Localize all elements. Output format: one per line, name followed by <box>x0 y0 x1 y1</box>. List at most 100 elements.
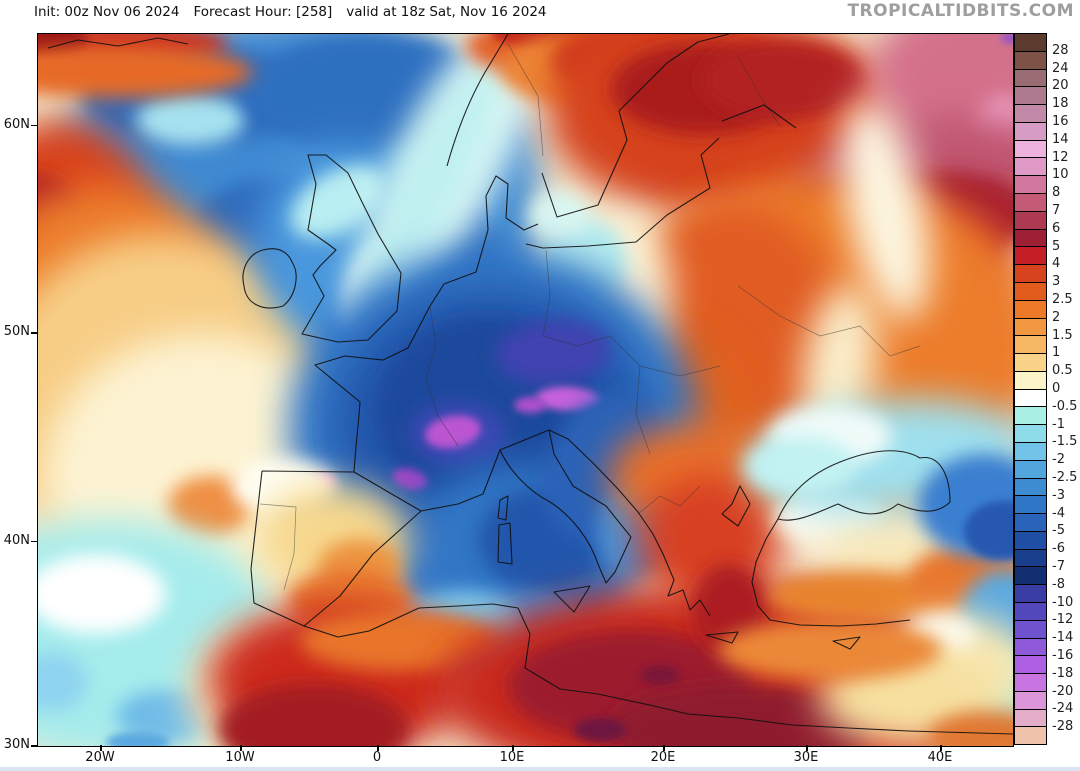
coastline <box>832 636 861 650</box>
colorbar-swatch <box>1015 530 1046 549</box>
coastline <box>303 603 1013 735</box>
lon-axis-label: 20E <box>650 750 676 765</box>
colorbar-tick-label: -7 <box>1052 559 1065 574</box>
colorbar-tick-label: 6 <box>1052 220 1061 236</box>
page-bottom-strip <box>0 767 1080 771</box>
lat-axis-tick <box>31 332 37 334</box>
colorbar-tick-label: 2 <box>1052 309 1061 325</box>
colorbar-swatch <box>1015 228 1046 247</box>
lon-axis-label: 10W <box>225 750 255 765</box>
colorbar-swatch <box>1015 708 1046 727</box>
anomaly-map-canvas <box>37 33 1014 747</box>
country-border <box>859 325 921 357</box>
lon-axis-tick <box>240 745 242 751</box>
colorbar-tick-label: 3 <box>1052 274 1061 290</box>
colorbar-swatch <box>1015 459 1046 478</box>
colorbar-swatch <box>1015 673 1046 691</box>
colorbar-tick-label: -1.5 <box>1052 434 1078 450</box>
colorbar-tick-label: -20 <box>1052 683 1074 699</box>
colorbar-swatch <box>1015 121 1046 140</box>
coastline <box>751 518 911 627</box>
lon-axis-tick <box>100 745 102 751</box>
coastline <box>705 631 739 644</box>
colorbar-swatch <box>1015 281 1046 300</box>
coastline <box>242 248 297 309</box>
colorbar-swatch <box>1015 406 1046 425</box>
colorbar-swatch <box>1015 86 1046 105</box>
colorbar-tick-label: -2.5 <box>1052 470 1078 485</box>
lon-axis-label: 30E <box>793 750 819 765</box>
coastline <box>250 470 422 627</box>
lon-axis-tick <box>940 745 942 751</box>
colorbar-swatch <box>1015 619 1046 638</box>
colorbar-swatch <box>1015 370 1046 389</box>
country-border <box>507 43 544 157</box>
colorbar-swatch <box>1015 50 1046 69</box>
lon-axis-tick <box>663 745 665 751</box>
colorbar-tick-label: -16 <box>1052 648 1074 663</box>
colorbar-tick-label: 28 <box>1052 42 1069 58</box>
colorbar-swatch <box>1015 210 1046 229</box>
colorbar-tick-label: -18 <box>1052 665 1074 681</box>
coastline <box>525 104 797 249</box>
lon-axis-label: 40E <box>927 750 953 765</box>
colorbar-swatch <box>1015 157 1046 176</box>
colorbar-swatch <box>1015 246 1046 265</box>
colorbar-tick-label: 0.5 <box>1052 363 1073 379</box>
country-border <box>635 365 651 455</box>
colorbar-tick-label: -3 <box>1052 487 1065 503</box>
country-border <box>425 305 459 447</box>
coastline <box>777 450 951 521</box>
anomaly-field-svg <box>38 34 1013 746</box>
colorbar-tick-label: 8 <box>1052 185 1061 201</box>
colorbar-tick-label: 5 <box>1052 238 1061 254</box>
colorbar-tick-label: -0.5 <box>1052 398 1078 414</box>
colorbar-swatch <box>1015 335 1046 354</box>
colorbar-tick-label: 20 <box>1052 78 1069 94</box>
colorbar-swatch <box>1015 175 1046 194</box>
colorbar-swatch <box>1015 139 1046 158</box>
coastline <box>541 34 730 218</box>
lat-axis-label: 40N <box>3 532 30 548</box>
colorbar-tick-label: -28 <box>1052 719 1074 735</box>
lat-axis-label: 50N <box>3 324 30 339</box>
colorbar-swatch <box>1015 424 1046 442</box>
tropicaltidbits-watermark: TROPICALTIDBITS.COM <box>847 1 1074 21</box>
coastline <box>301 154 402 343</box>
colorbar-swatch <box>1015 726 1046 745</box>
colorbar-swatch <box>1015 353 1046 371</box>
colorbar-swatch <box>1015 637 1046 656</box>
colorbar-tick-label: -6 <box>1052 541 1065 557</box>
forecast-hour-label: Forecast Hour: [258] <box>193 4 333 20</box>
colorbar-swatch <box>1015 68 1046 87</box>
colorbar-swatch <box>1015 495 1046 514</box>
colorbar-tick-label: 1 <box>1052 345 1061 361</box>
forecast-title-bar: Init: 00z Nov 06 2024 Forecast Hour: [25… <box>34 4 547 20</box>
lon-axis-tick <box>377 745 379 751</box>
colorbar-tick-label: 7 <box>1052 203 1061 218</box>
lon-axis-label: 10E <box>499 750 525 765</box>
coastline <box>446 34 509 167</box>
coastline <box>721 485 751 527</box>
colorbar-tick-label: -8 <box>1052 576 1065 592</box>
init-time-label: Init: 00z Nov 06 2024 <box>34 4 180 20</box>
colorbar-swatch <box>1015 317 1046 336</box>
colorbar-swatch <box>1015 193 1046 211</box>
lat-axis-tick <box>31 540 37 542</box>
colorbar-tick-label: 16 <box>1052 114 1069 129</box>
country-border <box>737 55 781 127</box>
colorbar-tick-label: 1.5 <box>1052 327 1073 343</box>
colorbar-swatch <box>1015 690 1046 709</box>
colorbar-tick-label: 12 <box>1052 149 1069 165</box>
colorbar-tick-label: 0 <box>1052 381 1061 396</box>
colorbar-swatch <box>1015 602 1046 620</box>
colorbar-swatch <box>1015 299 1046 318</box>
colorbar-swatch <box>1015 34 1046 51</box>
lat-axis-tick <box>31 745 37 747</box>
country-border <box>542 335 611 347</box>
colorbar-swatch <box>1015 655 1046 674</box>
country-border <box>637 485 701 515</box>
colorbar-swatch <box>1015 566 1046 585</box>
colorbar-swatch <box>1015 584 1046 602</box>
coastline <box>548 429 711 617</box>
